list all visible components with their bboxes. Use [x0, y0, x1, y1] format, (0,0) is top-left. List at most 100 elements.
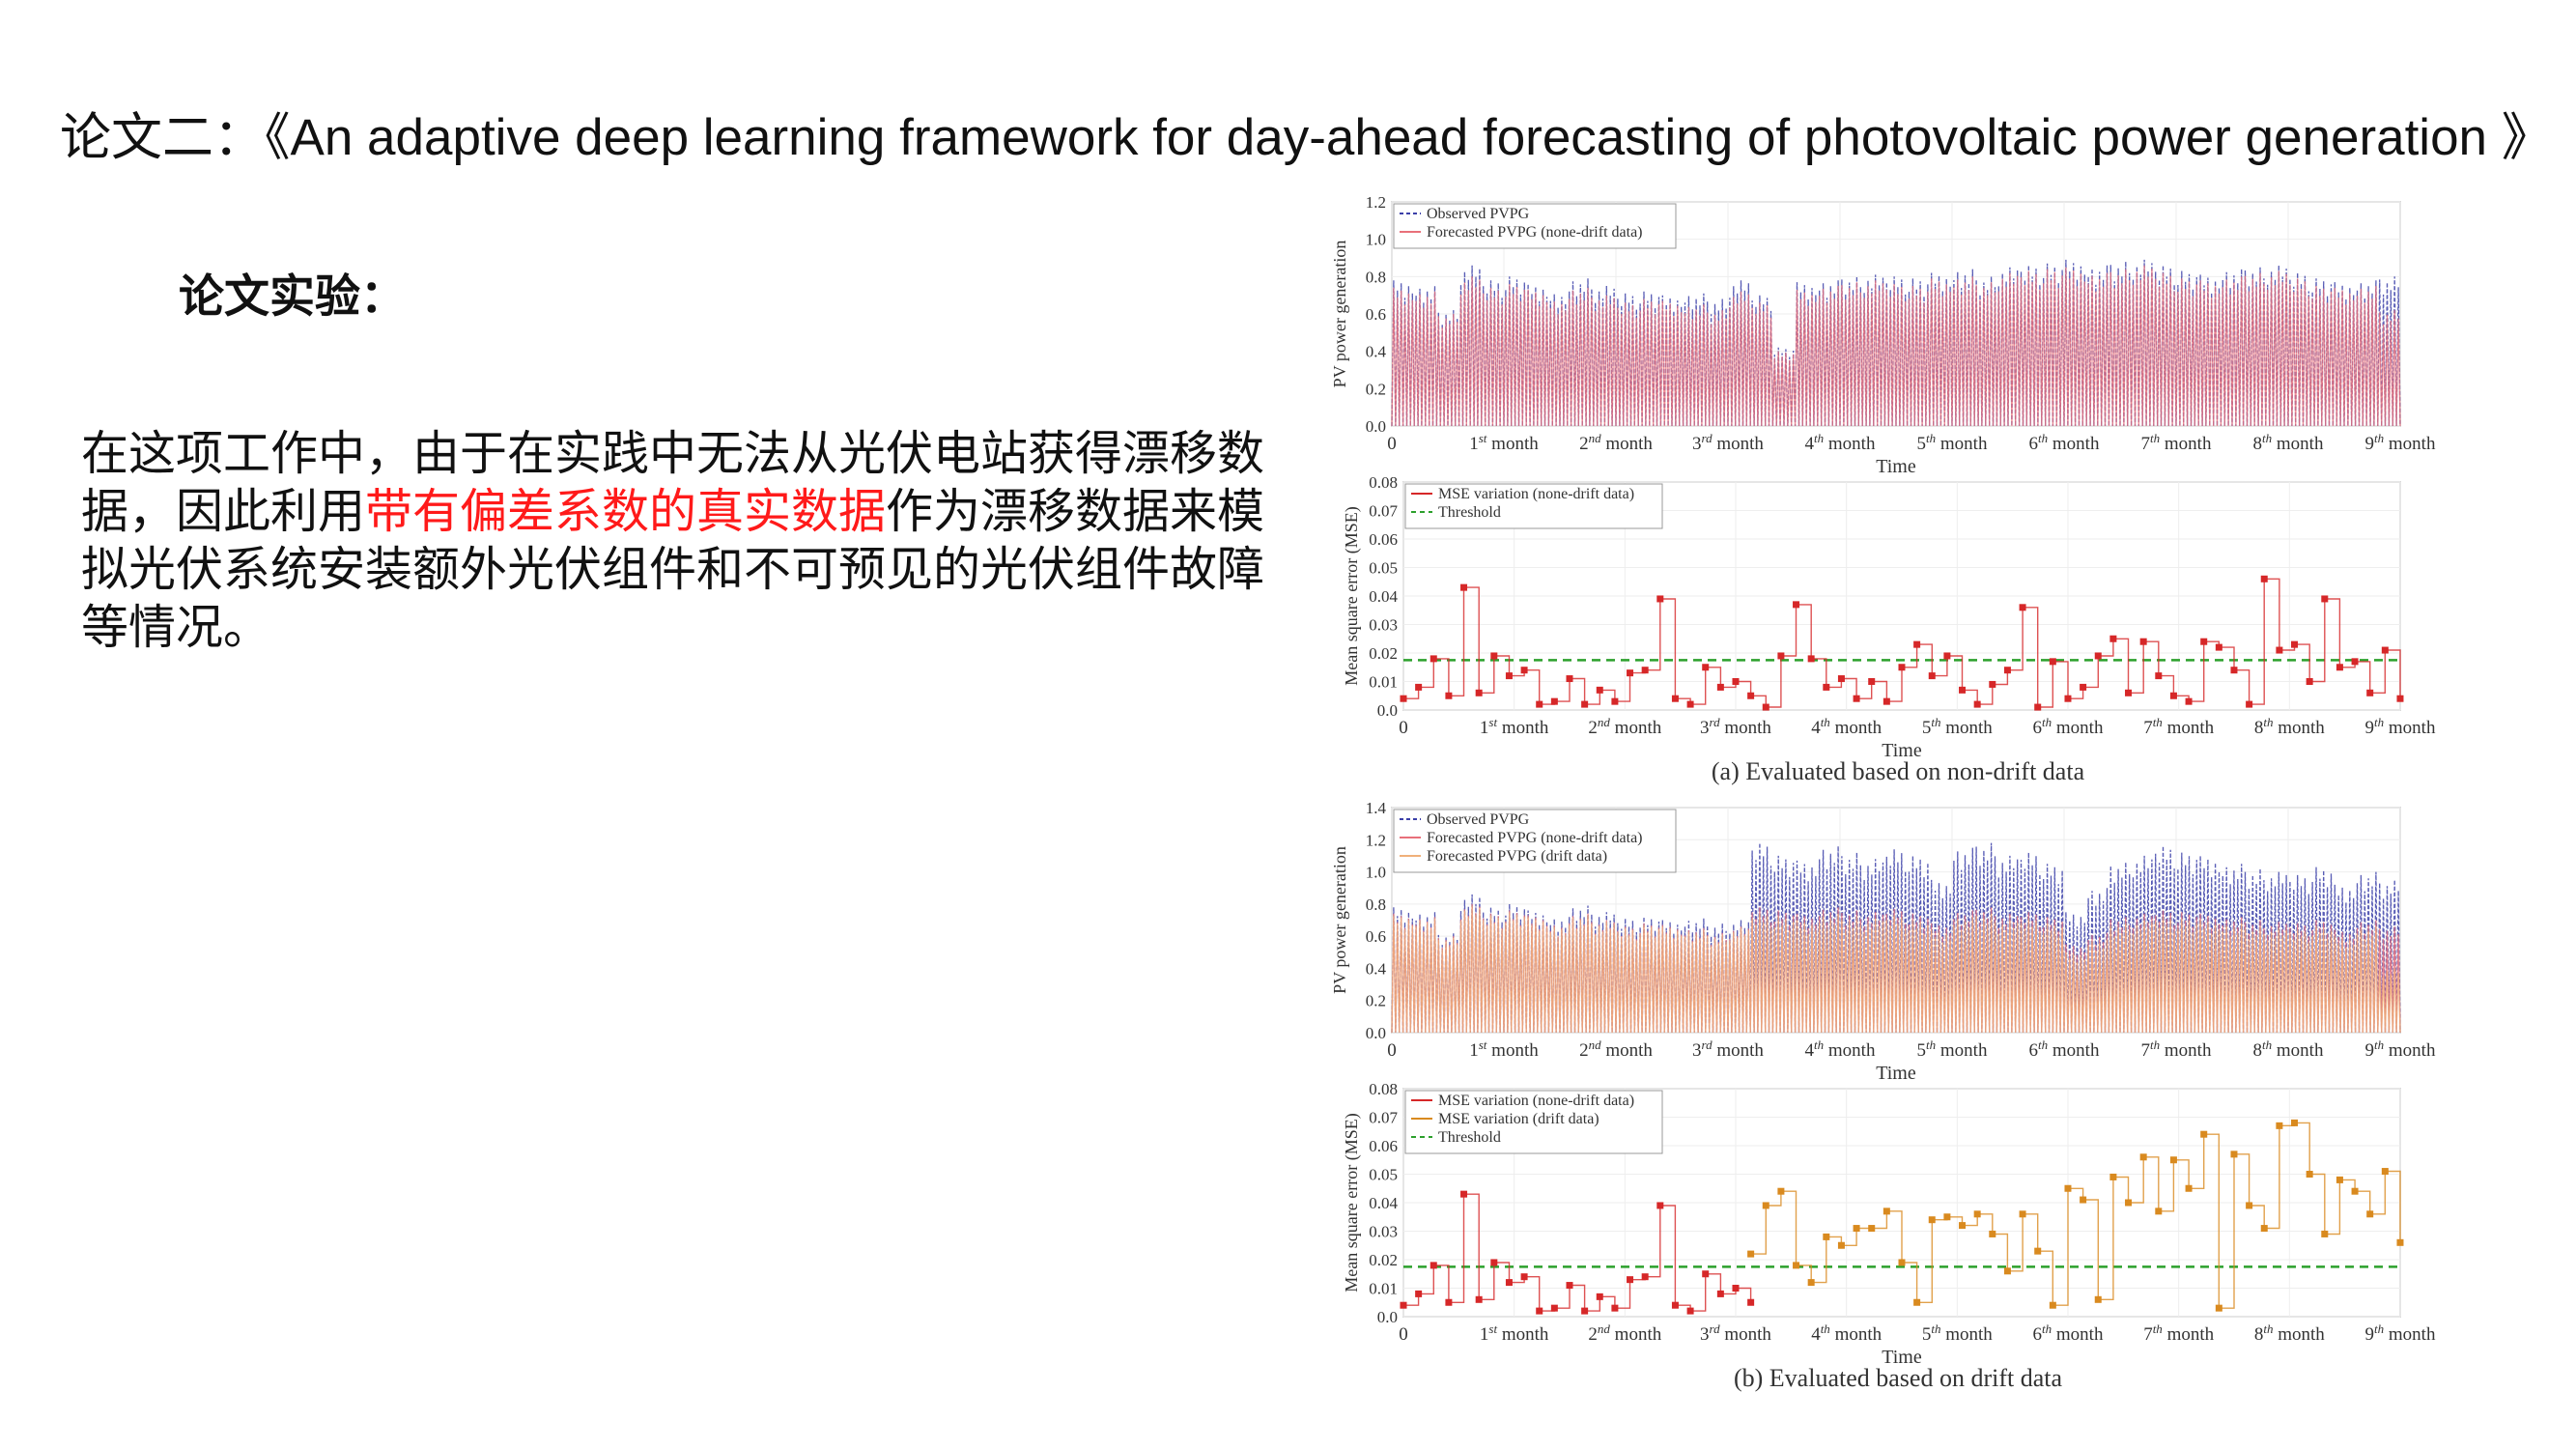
mse-point [2139, 1153, 2147, 1161]
x-tick-label: 9th month [2365, 431, 2436, 454]
x-tick-label: 2nd month [1588, 1321, 1661, 1345]
mse-point [2109, 635, 2117, 642]
mse-point [1671, 695, 1679, 702]
x-tick-label: 7th month [2143, 715, 2214, 738]
mse-point [2230, 667, 2238, 674]
mse-point [1882, 1208, 1890, 1215]
mse-point [2094, 652, 2102, 660]
mse-point [1747, 692, 1755, 699]
mse-point [2200, 638, 2208, 645]
y-tick-label: 1.2 [1366, 831, 1386, 849]
legend-label: MSE variation (none-drift data) [1438, 486, 1634, 502]
mse-point [1762, 1202, 1769, 1209]
mse-point [1959, 686, 1967, 694]
mse-point [2080, 683, 2087, 691]
mse-point [2185, 697, 2193, 705]
series-line [1391, 905, 2401, 1034]
mse-point [1943, 1213, 1951, 1221]
mse-point [1566, 675, 1573, 683]
legend-label: MSE variation (none-drift data) [1438, 1093, 1634, 1109]
y-tick-label: 0.0 [1377, 1308, 1398, 1326]
y-tick-label: 0.8 [1366, 895, 1386, 914]
mse-point [1611, 1304, 1619, 1312]
mse-point [2335, 664, 2343, 671]
mse-point [2351, 1187, 2359, 1195]
body-text-start: 在这项工作中，由于在实践中无法从光伏电站获得漂移数据，因此利用 [81, 428, 1265, 538]
mse-point [1793, 1262, 1800, 1269]
y-tick-label: 0.01 [1369, 1280, 1398, 1298]
y-tick-label: 0.02 [1369, 1251, 1398, 1269]
mse-point [1430, 1262, 1437, 1269]
x-tick-label: 3rd month [1700, 1321, 1771, 1345]
mse-point [1520, 667, 1528, 674]
mse-point [1747, 1298, 1755, 1306]
mse-point [1807, 655, 1815, 663]
y-tick-label: 0.01 [1369, 673, 1398, 692]
legend-label: Observed PVPG [1427, 811, 1530, 828]
mse-point [1793, 601, 1800, 609]
mse-point [1445, 692, 1453, 699]
mse-point [1989, 680, 1996, 688]
y-tick-label: 0.08 [1369, 1080, 1398, 1098]
mse-point [2169, 1156, 2177, 1164]
mse-point [2139, 638, 2147, 645]
mse-point [1490, 1259, 1498, 1266]
mse-point [2200, 1130, 2208, 1138]
x-tick-label: 5th month [1922, 715, 1993, 738]
x-tick-label: 2nd month [1579, 1037, 1653, 1061]
mse-point [1520, 1273, 1528, 1281]
x-axis-label: Time [1876, 1063, 1916, 1084]
mse-point [2064, 1184, 2072, 1192]
y-tick-label: 0.05 [1369, 1166, 1398, 1184]
y-tick-label: 0.06 [1369, 1137, 1398, 1155]
x-tick-label: 9th month [2365, 1321, 2436, 1345]
slide-title: 论文二：《An adaptive deep learning framework… [60, 109, 2553, 166]
mse-point [1762, 703, 1769, 711]
mse-point [1882, 697, 1890, 705]
mse-point [1928, 672, 1936, 680]
mse-point [1702, 1270, 1710, 1278]
mse-point [1415, 1290, 1423, 1297]
x-tick-label: 5th month [1917, 431, 1988, 454]
mse-point [1656, 1202, 1664, 1209]
x-tick-label: 8th month [2253, 1037, 2324, 1061]
legend-box [1404, 483, 1663, 529]
chart-mse_nondrift: 0 1st month 2nd month 3rd month 4th month 5th… [1342, 473, 2436, 785]
y-tick-label: 0.6 [1366, 305, 1386, 324]
highlighted-text: 带有偏差系数的真实数据 [365, 486, 887, 538]
mse-point [2109, 1173, 2117, 1180]
legend-label: Forecasted PVPG (none-drift data) [1427, 224, 1643, 241]
y-tick-label: 0.07 [1369, 502, 1398, 521]
mse-point [2080, 1196, 2087, 1204]
mse-point [1400, 695, 1407, 702]
mse-point [2260, 1225, 2268, 1233]
mse-point [2169, 692, 2177, 699]
mse-point [1686, 1307, 1694, 1315]
mse-point [1686, 700, 1694, 708]
y-axis-label: PV power generation [1330, 846, 1349, 994]
x-tick-label: 2nd month [1588, 715, 1661, 738]
mse-point [2215, 643, 2222, 651]
mse-point [2396, 695, 2404, 702]
mse-point [2155, 672, 2163, 680]
mse-point [2351, 658, 2359, 666]
x-tick-label: 1st month [1480, 715, 1549, 738]
x-tick-label: 8th month [2254, 715, 2325, 738]
mse-point [1460, 1190, 1468, 1198]
mse-point [1853, 1225, 1860, 1233]
x-tick-label: 4th month [1811, 1321, 1882, 1345]
x-tick-label: 3rd month [1692, 431, 1764, 454]
mse-point [1868, 678, 1876, 685]
x-tick-label: 7th month [2141, 431, 2212, 454]
x-tick-label: 3rd month [1692, 1037, 1764, 1061]
y-tick-label: 0.07 [1369, 1109, 1398, 1127]
mse-point [1732, 678, 1740, 685]
y-tick-label: 0.03 [1369, 616, 1398, 635]
mse-point [2276, 646, 2283, 654]
mse-point [1823, 1233, 1830, 1240]
mse-point [1732, 1285, 1740, 1292]
mse-point [1777, 652, 1785, 660]
y-tick-label: 0.0 [1377, 701, 1398, 720]
mse-point [2185, 1184, 2193, 1192]
